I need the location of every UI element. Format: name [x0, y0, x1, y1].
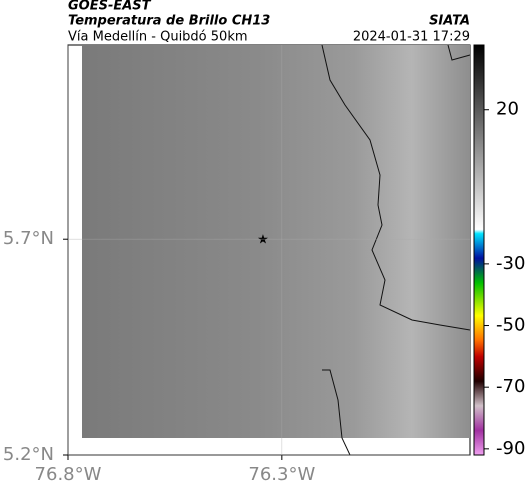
lon-tick-label: 76.3°W: [248, 464, 315, 485]
subtitle: Vía Medellín - Quibdó 50km: [68, 30, 248, 45]
colorbar-tick-label: -70: [496, 376, 525, 397]
timestamp: 2024-01-31 17:29: [353, 30, 470, 45]
lat-tick-label: 5.7°N: [3, 228, 54, 249]
colorbar: [473, 44, 485, 456]
colorbar-tick-label: -90: [496, 438, 525, 459]
satellite-image: [82, 45, 470, 438]
colorbar-tick-label: -30: [496, 253, 525, 274]
source: GOES-EAST: [68, 0, 152, 14]
location-marker: ★: [257, 233, 269, 248]
lat-tick-label: 5.2°N: [3, 444, 54, 465]
product: Temperatura de Brillo CH13: [68, 14, 270, 29]
brand: SIATA: [429, 14, 470, 29]
colorbar-tick-label: 20: [496, 99, 519, 120]
ticks: 76.8°W 76.3°W 5.7°N 5.2°N 20 -30 -50 -70 -90: [3, 45, 525, 485]
lon-tick-label: 76.8°W: [35, 464, 102, 485]
colorbar-tick-label: -50: [496, 315, 525, 336]
borders: [321, 44, 471, 456]
